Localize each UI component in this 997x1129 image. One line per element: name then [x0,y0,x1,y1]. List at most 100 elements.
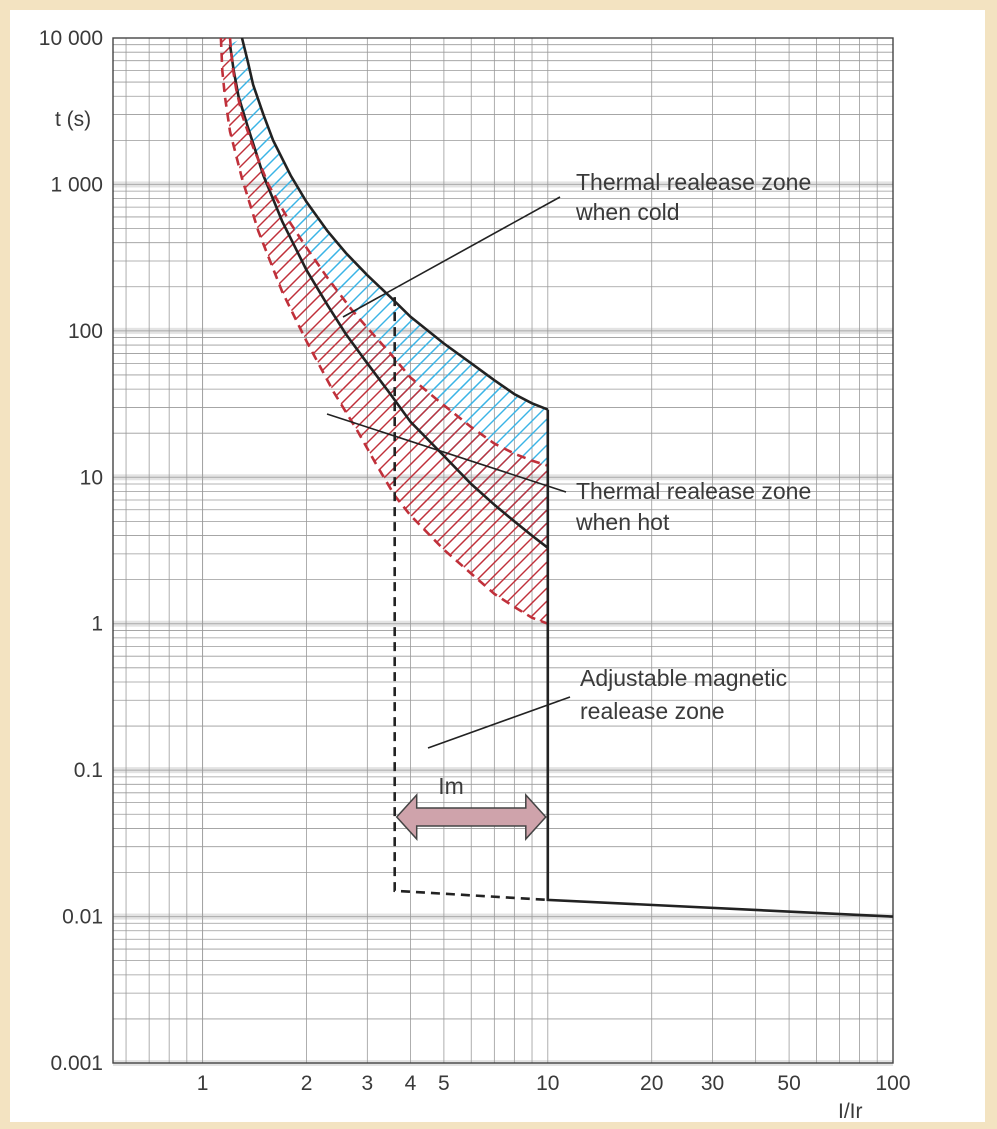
cold-zone-hatch-line [230,38,548,548]
cold-zone-hatch-line [230,38,548,548]
hot-zone-hatch-line [220,38,395,624]
cold-zone-hatch-line [333,38,548,548]
cold-zone-label-line2: when cold [575,199,680,225]
cold-zone-hatch-line [230,38,473,548]
hot-zone-hatch-line [568,0,997,1100]
hot-zone-hatch-line [515,38,548,624]
grid-band-major [113,913,893,920]
cold-zone-hatch-line [724,0,997,1100]
cold-zone-hatch-line [685,0,997,1100]
cold-zone-hatch-line [0,0,147,1100]
hot-zone-hatch-line [281,38,548,624]
hot-zone-hatch-line [220,38,252,624]
cold-zone-hatch-line [230,38,548,548]
x-tick-label: 50 [777,1072,800,1095]
cold-zone-hatch-line [230,38,548,548]
x-axis-label: I/Ir [838,1100,863,1123]
cold-zone-hatch-line [230,38,548,548]
hot-zone-hatch-line [750,0,997,1100]
grid-band-major [113,327,893,334]
y-tick-label: 0.1 [74,759,103,782]
cold-zone-hatch-line [750,0,997,1100]
hot-zone-hatch-line [220,38,548,624]
x-tick-label: 3 [361,1072,373,1095]
cold-zone-hatch-line [867,0,997,1100]
cold-zone-hatch-line [230,38,434,548]
cold-zone-hatch-line [776,0,997,1100]
grid-band-major [113,181,893,188]
hot-zone-hatch-line [220,38,356,624]
cold-zone-hatch-line [230,38,369,548]
cold-zone-leader-line [342,196,561,318]
cold-zone-hatch-line [0,0,82,1100]
y-tick-label: 10 [80,466,103,489]
cold-zone-hatch-line [230,38,548,548]
cold-zone-hatch-line [0,0,43,1100]
cold-zone-hatch-line [0,0,212,1100]
hot-zone-hatch-line [220,38,548,624]
cold-zone-hatch-line [230,38,548,548]
hot-zone-hatch-line [659,0,997,1100]
cold-zone-hatch-line [230,38,548,548]
cold-zone-hatch-line [230,38,548,548]
hot-zone-hatch-line [724,0,997,1100]
grid-band-major [113,767,893,774]
hot-zone-hatch-line [919,0,997,1100]
cold-zone-hatch-line [230,38,548,548]
cold-zone-hatch-line [489,38,548,548]
cold-zone-hatch-line [528,38,548,548]
cold-zone-hatch-line [230,38,548,548]
hot-zone-hatch-line [502,38,548,624]
hot-zone-hatch-line [220,38,548,624]
hot-zone-hatch-line [398,38,548,624]
hot-zone-hatch-line [385,38,548,624]
cold-zone-hatch-line [0,0,69,1100]
tick-labels: 10 000 1 000 100 10 1 0.1 0.01 0.001 1 2 3 4 5 10 20 30… [39,27,911,1095]
cold-zone-hatch-line [230,38,548,548]
cold-zone-hatch-line [230,38,548,548]
cold-zone-hatch-line [437,38,548,548]
hot-zone-hatch-line [0,0,56,1100]
cold-zone-hatch-line [230,38,548,548]
cold-zone-hatch-line [230,38,356,548]
hot-zone-hatch-line [763,0,997,1100]
hot-zone-hatch-line [906,0,997,1100]
cold-zone-hatch-line [230,38,548,548]
hot-zone-hatch-line [220,38,330,624]
cold-zone-hatch-line [230,38,548,548]
cold-zone-hatch-line [0,0,17,1100]
hot-zone-hatch-line [424,38,548,624]
hot-zone-hatch-line [220,38,548,624]
hot-zone-hatch-line [0,0,173,1100]
cold-zone-hatch-line [230,38,548,548]
hot-zone-hatch-line [220,38,548,624]
cold-zone-hatch-line [230,38,548,548]
hot-zone-label-line2: when hot [575,509,670,535]
hot-zone-hatch-line [0,0,160,1100]
cold-zone-hatch-line [230,38,343,548]
hot-zone-hatch-line [268,38,548,624]
cold-zone-hatch-line [346,38,548,548]
cold-zone-hatch-line [919,0,997,1100]
hot-zone-hatch-line [220,38,265,624]
cold-zone-hatch-line [230,38,548,548]
hot-zone-hatch-line [294,38,548,624]
hot-zone-hatch-line [220,38,548,624]
hot-zone-hatch-line [0,0,43,1100]
hot-zone-hatch-line [220,38,278,624]
magnetic-max-limit-curve [546,409,893,918]
hot-zone-hatch-line [220,38,548,624]
hot-zone-hatch-line [220,38,548,624]
hot-zone-hatch-line [971,0,997,1100]
hot-zone-hatch-line [220,38,548,624]
grid-band-major [113,474,893,481]
hot-zone-hatch-line [646,0,997,1100]
cold-lower-curve [228,44,549,549]
hot-zone-hatch-line [220,38,499,624]
hot-zone-hatch-line [776,0,997,1100]
cold-zone-hatch-line [320,38,548,548]
y-tick-label: 100 [68,320,103,343]
annotations: Thermal realease zone when cold Thermal … [326,169,811,841]
cold-zone-hatch-line [230,38,548,548]
